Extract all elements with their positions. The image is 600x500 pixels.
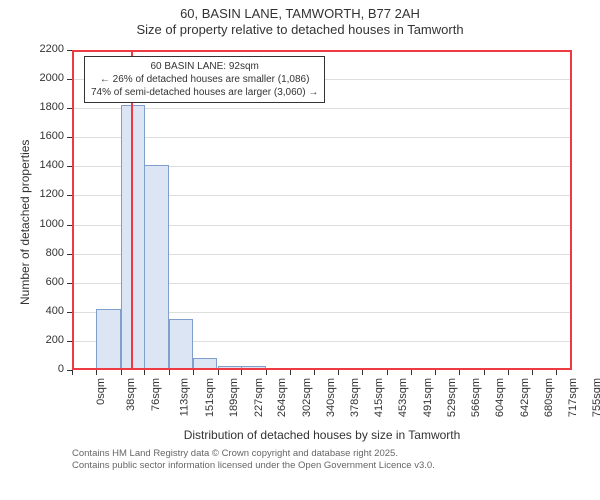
histogram-bar (193, 358, 217, 370)
y-tick-mark (67, 50, 72, 51)
x-tick-label: 642sqm (519, 378, 531, 417)
x-tick-label: 717sqm (567, 378, 579, 417)
x-tick-label: 378sqm (349, 378, 361, 417)
annotation-line-3: 74% of semi-detached houses are larger (… (91, 86, 318, 99)
histogram-bar (169, 319, 193, 370)
x-tick-label: 453sqm (398, 378, 410, 417)
x-tick-mark (72, 370, 73, 375)
chart-title-line1: 60, BASIN LANE, TAMWORTH, B77 2AH (0, 6, 600, 22)
y-tick-mark (67, 79, 72, 80)
y-tick-label: 2000 (40, 72, 64, 84)
x-tick-mark (362, 370, 363, 375)
footer-line-2: Contains public sector information licen… (72, 460, 435, 472)
y-tick-label: 1400 (40, 159, 64, 171)
footer-attribution: Contains HM Land Registry data © Crown c… (72, 448, 435, 472)
y-tick-label: 0 (58, 363, 64, 375)
x-tick-mark (266, 370, 267, 375)
histogram-bar (338, 368, 362, 370)
y-tick-label: 1200 (40, 188, 64, 200)
x-tick-mark (459, 370, 460, 375)
y-tick-mark (67, 225, 72, 226)
y-tick-label: 1600 (40, 130, 64, 142)
x-tick-label: 264sqm (276, 378, 288, 417)
y-tick-mark (67, 108, 72, 109)
x-tick-label: 755sqm (591, 378, 600, 417)
x-tick-label: 151sqm (204, 378, 216, 417)
chart-title-line2: Size of property relative to detached ho… (0, 22, 600, 38)
x-tick-mark (96, 370, 97, 375)
x-tick-mark (193, 370, 194, 375)
x-tick-mark (144, 370, 145, 375)
annotation-line-2: ← 26% of detached houses are smaller (1,… (91, 73, 318, 86)
histogram-bar (290, 368, 314, 370)
x-tick-label: 76sqm (150, 378, 162, 411)
x-tick-label: 491sqm (422, 378, 434, 417)
annotation-box: 60 BASIN LANE: 92sqm ← 26% of detached h… (84, 56, 325, 103)
y-tick-label: 400 (46, 305, 64, 317)
y-axis-label: Number of detached properties (18, 140, 32, 305)
histogram-bar (241, 366, 265, 370)
histogram-bar (144, 165, 168, 370)
y-tick-mark (67, 341, 72, 342)
y-tick-mark (67, 137, 72, 138)
y-tick-label: 600 (46, 276, 64, 288)
x-tick-mark (532, 370, 533, 375)
x-tick-label: 680sqm (543, 378, 555, 417)
x-tick-label: 566sqm (470, 378, 482, 417)
footer-line-1: Contains HM Land Registry data © Crown c… (72, 448, 435, 460)
y-tick-mark (67, 254, 72, 255)
x-tick-mark (484, 370, 485, 375)
y-tick-label: 1800 (40, 101, 64, 113)
y-tick-label: 1000 (40, 218, 64, 230)
x-tick-label: 529sqm (446, 378, 458, 417)
x-axis-label: Distribution of detached houses by size … (72, 428, 572, 442)
x-tick-label: 604sqm (494, 378, 506, 417)
y-tick-mark (67, 195, 72, 196)
y-tick-mark (67, 283, 72, 284)
gridline (72, 108, 572, 109)
histogram-bar (218, 366, 242, 370)
y-tick-label: 800 (46, 247, 64, 259)
y-tick-label: 200 (46, 334, 64, 346)
y-tick-label: 2200 (40, 43, 64, 55)
x-tick-mark (338, 370, 339, 375)
x-tick-label: 38sqm (125, 378, 137, 411)
x-tick-mark (411, 370, 412, 375)
x-tick-mark (241, 370, 242, 375)
x-tick-label: 113sqm (179, 378, 191, 416)
x-tick-mark (314, 370, 315, 375)
chart-title-block: 60, BASIN LANE, TAMWORTH, B77 2AH Size o… (0, 0, 600, 39)
x-tick-mark (387, 370, 388, 375)
x-tick-mark (121, 370, 122, 375)
x-tick-label: 189sqm (228, 378, 240, 417)
histogram-bar (96, 309, 120, 370)
x-tick-label: 302sqm (301, 378, 313, 417)
x-tick-label: 0sqm (95, 378, 107, 405)
x-tick-mark (508, 370, 509, 375)
x-tick-label: 227sqm (253, 378, 265, 417)
gridline (72, 137, 572, 138)
x-tick-mark (556, 370, 557, 375)
x-tick-mark (218, 370, 219, 375)
x-tick-label: 415sqm (373, 378, 385, 417)
histogram-bar (266, 368, 290, 370)
x-tick-mark (169, 370, 170, 375)
x-tick-label: 340sqm (325, 378, 337, 417)
x-tick-mark (435, 370, 436, 375)
annotation-line-1: 60 BASIN LANE: 92sqm (91, 60, 318, 73)
y-tick-mark (67, 166, 72, 167)
y-tick-mark (67, 312, 72, 313)
x-tick-mark (290, 370, 291, 375)
